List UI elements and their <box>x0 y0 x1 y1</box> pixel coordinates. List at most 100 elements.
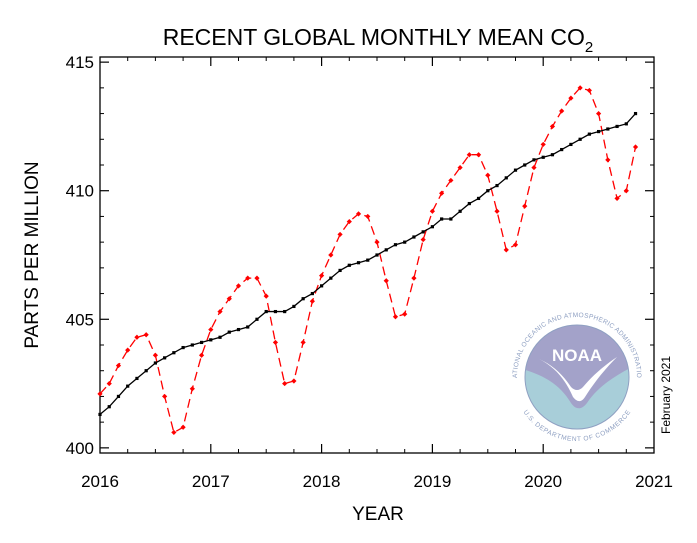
y-tick-label: 400 <box>66 439 94 458</box>
trend-point <box>578 137 582 141</box>
x-tick-label: 2020 <box>524 472 562 491</box>
trend-point <box>320 284 324 288</box>
trend-point <box>209 338 213 342</box>
y-axis-ticks: 400 405 410 415 <box>66 53 654 458</box>
y-tick-label: 405 <box>66 310 94 329</box>
trend-point <box>633 111 638 116</box>
trend-point <box>273 309 278 314</box>
monthly-mean-point <box>568 95 574 101</box>
monthly-mean-point <box>143 332 149 338</box>
trend-point <box>153 361 157 365</box>
monthly-mean-point <box>162 393 168 400</box>
monthly-mean-point <box>596 110 602 117</box>
trend-point <box>449 217 453 221</box>
monthly-mean-point <box>245 275 251 281</box>
monthly-mean-point <box>402 311 408 317</box>
trend-point <box>560 147 564 152</box>
monthly-mean-series <box>97 85 639 436</box>
monthly-mean-point <box>632 144 639 150</box>
monthly-mean-point <box>180 424 186 430</box>
monthly-mean-point <box>365 213 371 220</box>
trend-point <box>190 343 194 347</box>
monthly-mean-point <box>319 272 325 279</box>
trend-point <box>135 376 139 381</box>
monthly-mean-point <box>198 352 205 358</box>
trend-point <box>246 325 250 329</box>
monthly-mean-point <box>392 314 399 320</box>
trend-point <box>606 127 610 131</box>
monthly-mean-point <box>97 391 103 397</box>
chart-title: RECENT GLOBAL MONTHLY MEAN CO2 <box>163 24 594 56</box>
trend-point <box>227 330 231 334</box>
monthly-mean-point <box>383 278 389 284</box>
trend-point <box>366 258 370 262</box>
monthly-mean-point <box>605 157 611 163</box>
monthly-mean-point <box>439 190 445 196</box>
trend-point <box>458 209 462 213</box>
monthly-mean-point <box>217 308 223 315</box>
monthly-mean-point <box>411 275 417 281</box>
trend-point <box>393 243 398 247</box>
x-tick-label: 2016 <box>81 472 119 491</box>
x-tick-label: 2017 <box>192 472 230 491</box>
trend-point <box>597 129 601 134</box>
monthly-mean-point <box>429 208 435 214</box>
monthly-mean-point <box>586 87 592 94</box>
y-tick-label: 415 <box>66 53 94 72</box>
trend-point <box>218 335 222 339</box>
monthly-mean-point <box>466 152 472 158</box>
trend-point <box>126 384 130 388</box>
noaa-seal: NOAA NATIONAL OCEANIC AND ATMOSPHERIC AD… <box>509 309 645 445</box>
x-axis-ticks: 2016 2017 2018 2019 2020 2021 <box>81 57 673 491</box>
trend-point <box>550 153 555 157</box>
monthly-mean-point <box>125 347 131 353</box>
trend-point <box>144 369 148 373</box>
series-layer <box>97 85 639 436</box>
trend-point <box>292 304 296 309</box>
monthly-mean-point <box>152 352 158 358</box>
monthly-mean-point <box>614 195 620 202</box>
trend-point <box>310 291 314 296</box>
monthly-mean-point <box>475 152 482 158</box>
trend-point <box>116 394 121 399</box>
trend-point <box>199 340 204 345</box>
monthly-mean-point <box>503 247 509 253</box>
trend-point <box>486 189 490 193</box>
monthly-mean-point <box>328 252 334 258</box>
trend-point <box>283 309 287 314</box>
monthly-mean-point <box>115 362 122 369</box>
x-tick-label: 2021 <box>635 472 673 491</box>
monthly-mean-point <box>522 203 528 209</box>
monthly-mean-point <box>457 164 463 171</box>
trend-point <box>181 345 185 350</box>
trend-point <box>532 158 536 162</box>
monthly-mean-point <box>254 275 260 281</box>
monthly-mean-point <box>235 283 242 289</box>
trend-point <box>504 176 508 180</box>
monthly-mean-point <box>171 429 177 436</box>
seal-gull-icon <box>539 357 617 402</box>
monthly-mean-point <box>291 378 297 384</box>
trend-point <box>255 317 259 321</box>
monthly-mean-point <box>189 386 195 392</box>
trend-point <box>329 276 333 280</box>
trend-point <box>624 122 628 126</box>
trend-point <box>264 309 268 314</box>
monthly-mean-point <box>374 239 380 245</box>
chart-title-subscript: 2 <box>585 39 593 56</box>
trend-point <box>569 142 573 147</box>
trend-point <box>384 248 388 252</box>
monthly-mean-point <box>531 164 537 171</box>
trend-point <box>430 225 434 229</box>
monthly-mean-point <box>559 108 565 114</box>
monthly-mean-point <box>623 188 629 194</box>
trend-point <box>347 263 351 267</box>
trend-point <box>523 163 527 167</box>
monthly-mean-point <box>494 208 500 214</box>
monthly-mean-point <box>226 296 232 302</box>
trend-point <box>440 217 444 221</box>
monthly-mean-point <box>337 231 343 238</box>
trend-point <box>587 132 591 136</box>
x-tick-label: 2019 <box>413 472 451 491</box>
